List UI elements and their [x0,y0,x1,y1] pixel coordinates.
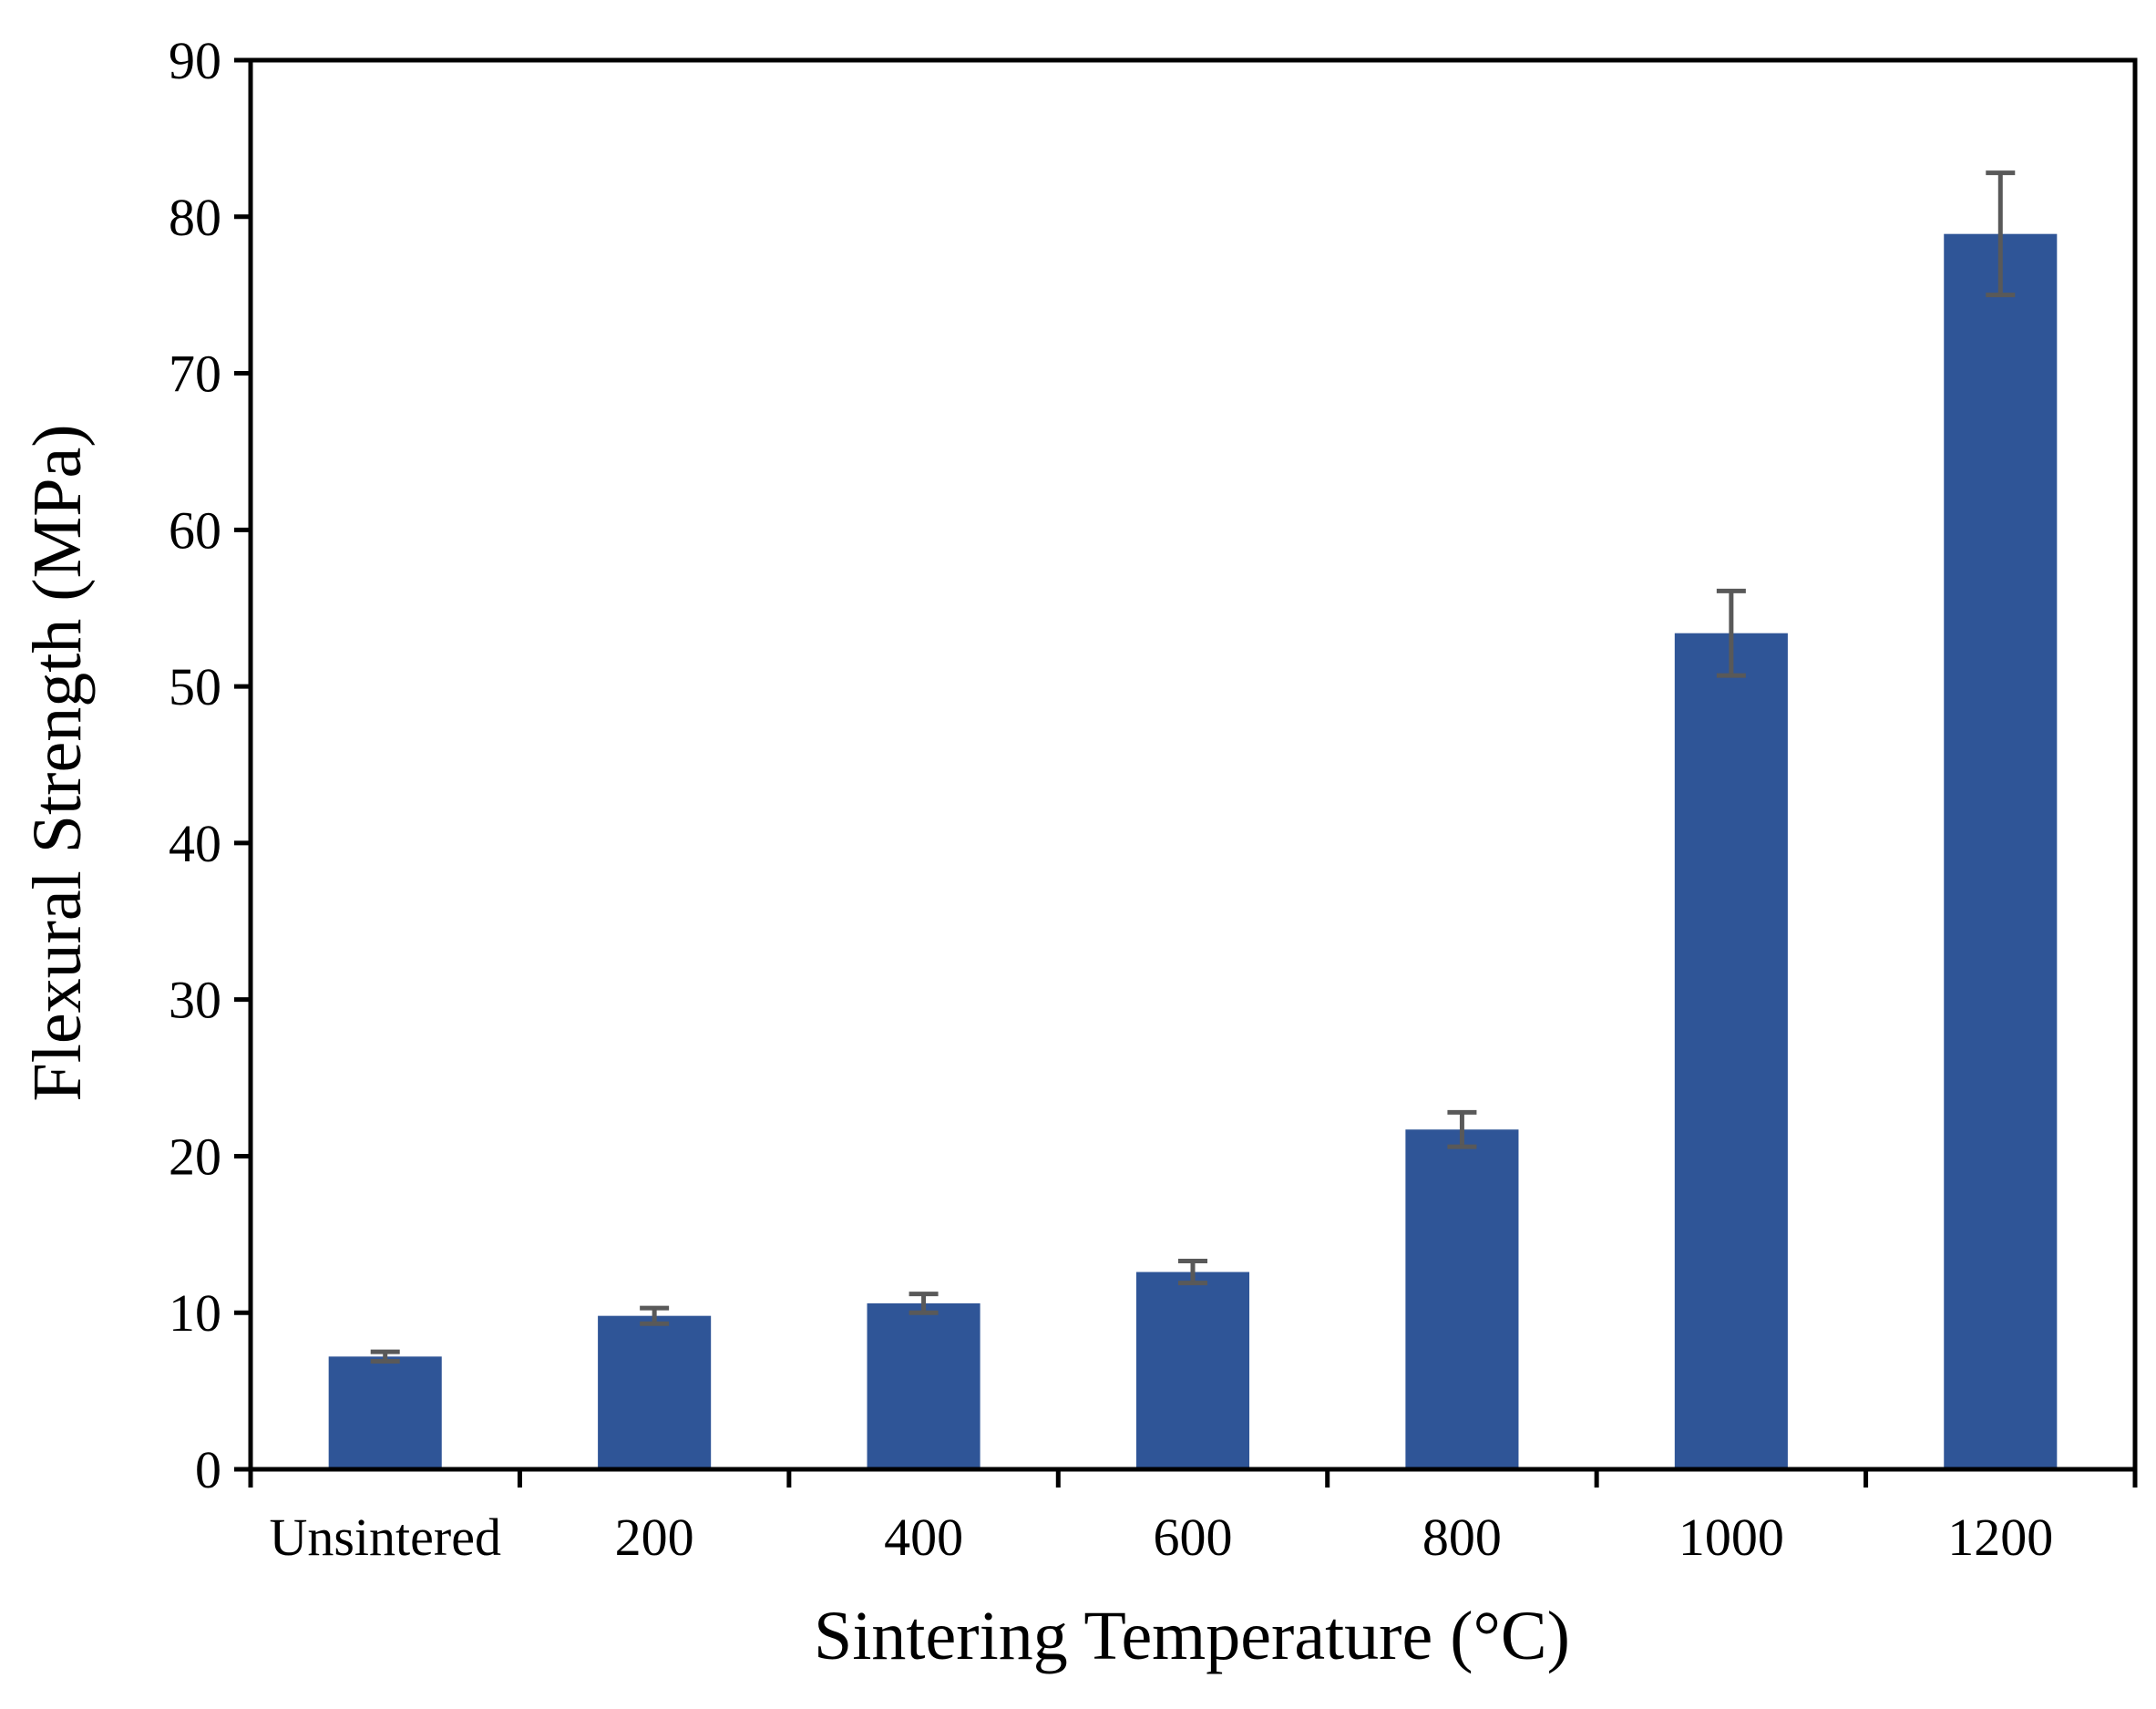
x-tick-label-1000: 1000 [1679,1508,1784,1567]
bar-400 [867,1302,980,1469]
y-tick-label-40: 40 [169,814,221,873]
x-tick-label-600: 600 [1154,1508,1233,1567]
y-tick-label-70: 70 [169,345,221,404]
y-tick-label-20: 20 [169,1127,221,1186]
x-tick-label-400: 400 [884,1508,963,1567]
error-bars-layer [370,170,2016,1364]
x-tick-label-200: 200 [615,1508,694,1567]
bar-1200 [1944,233,2058,1469]
plot-frame [248,57,2138,1472]
x-tick-label-1200: 1200 [1947,1508,2053,1567]
bar-800 [1405,1129,1519,1469]
bar-600 [1135,1271,1250,1469]
bar-1000 [1674,633,1788,1469]
labels-layer: Unsintered 200 400 600 800 1000 1200 0 10 20 30 40 5… [169,31,2053,1567]
bar-200 [598,1315,712,1469]
y-tick-label-0: 0 [195,1440,221,1499]
y-tick-label-50: 50 [169,657,221,716]
y-tick-label-90: 90 [169,31,221,90]
bar-unsintered [328,1356,442,1469]
y-tick-label-30: 30 [169,971,221,1030]
x-tick-label-800: 800 [1422,1508,1502,1567]
x-axis-title: Sintering Temperature (°C) [814,1598,1570,1674]
y-tick-label-10: 10 [169,1283,221,1343]
y-tick-label-80: 80 [169,188,221,247]
y-axis-title: Flexural Strength (MPa) [19,424,96,1101]
x-tick-label-unsintered: Unsintered [269,1508,501,1567]
axes-layer [234,57,2138,1488]
y-tick-label-60: 60 [169,500,221,560]
bars-layer [328,233,2058,1469]
